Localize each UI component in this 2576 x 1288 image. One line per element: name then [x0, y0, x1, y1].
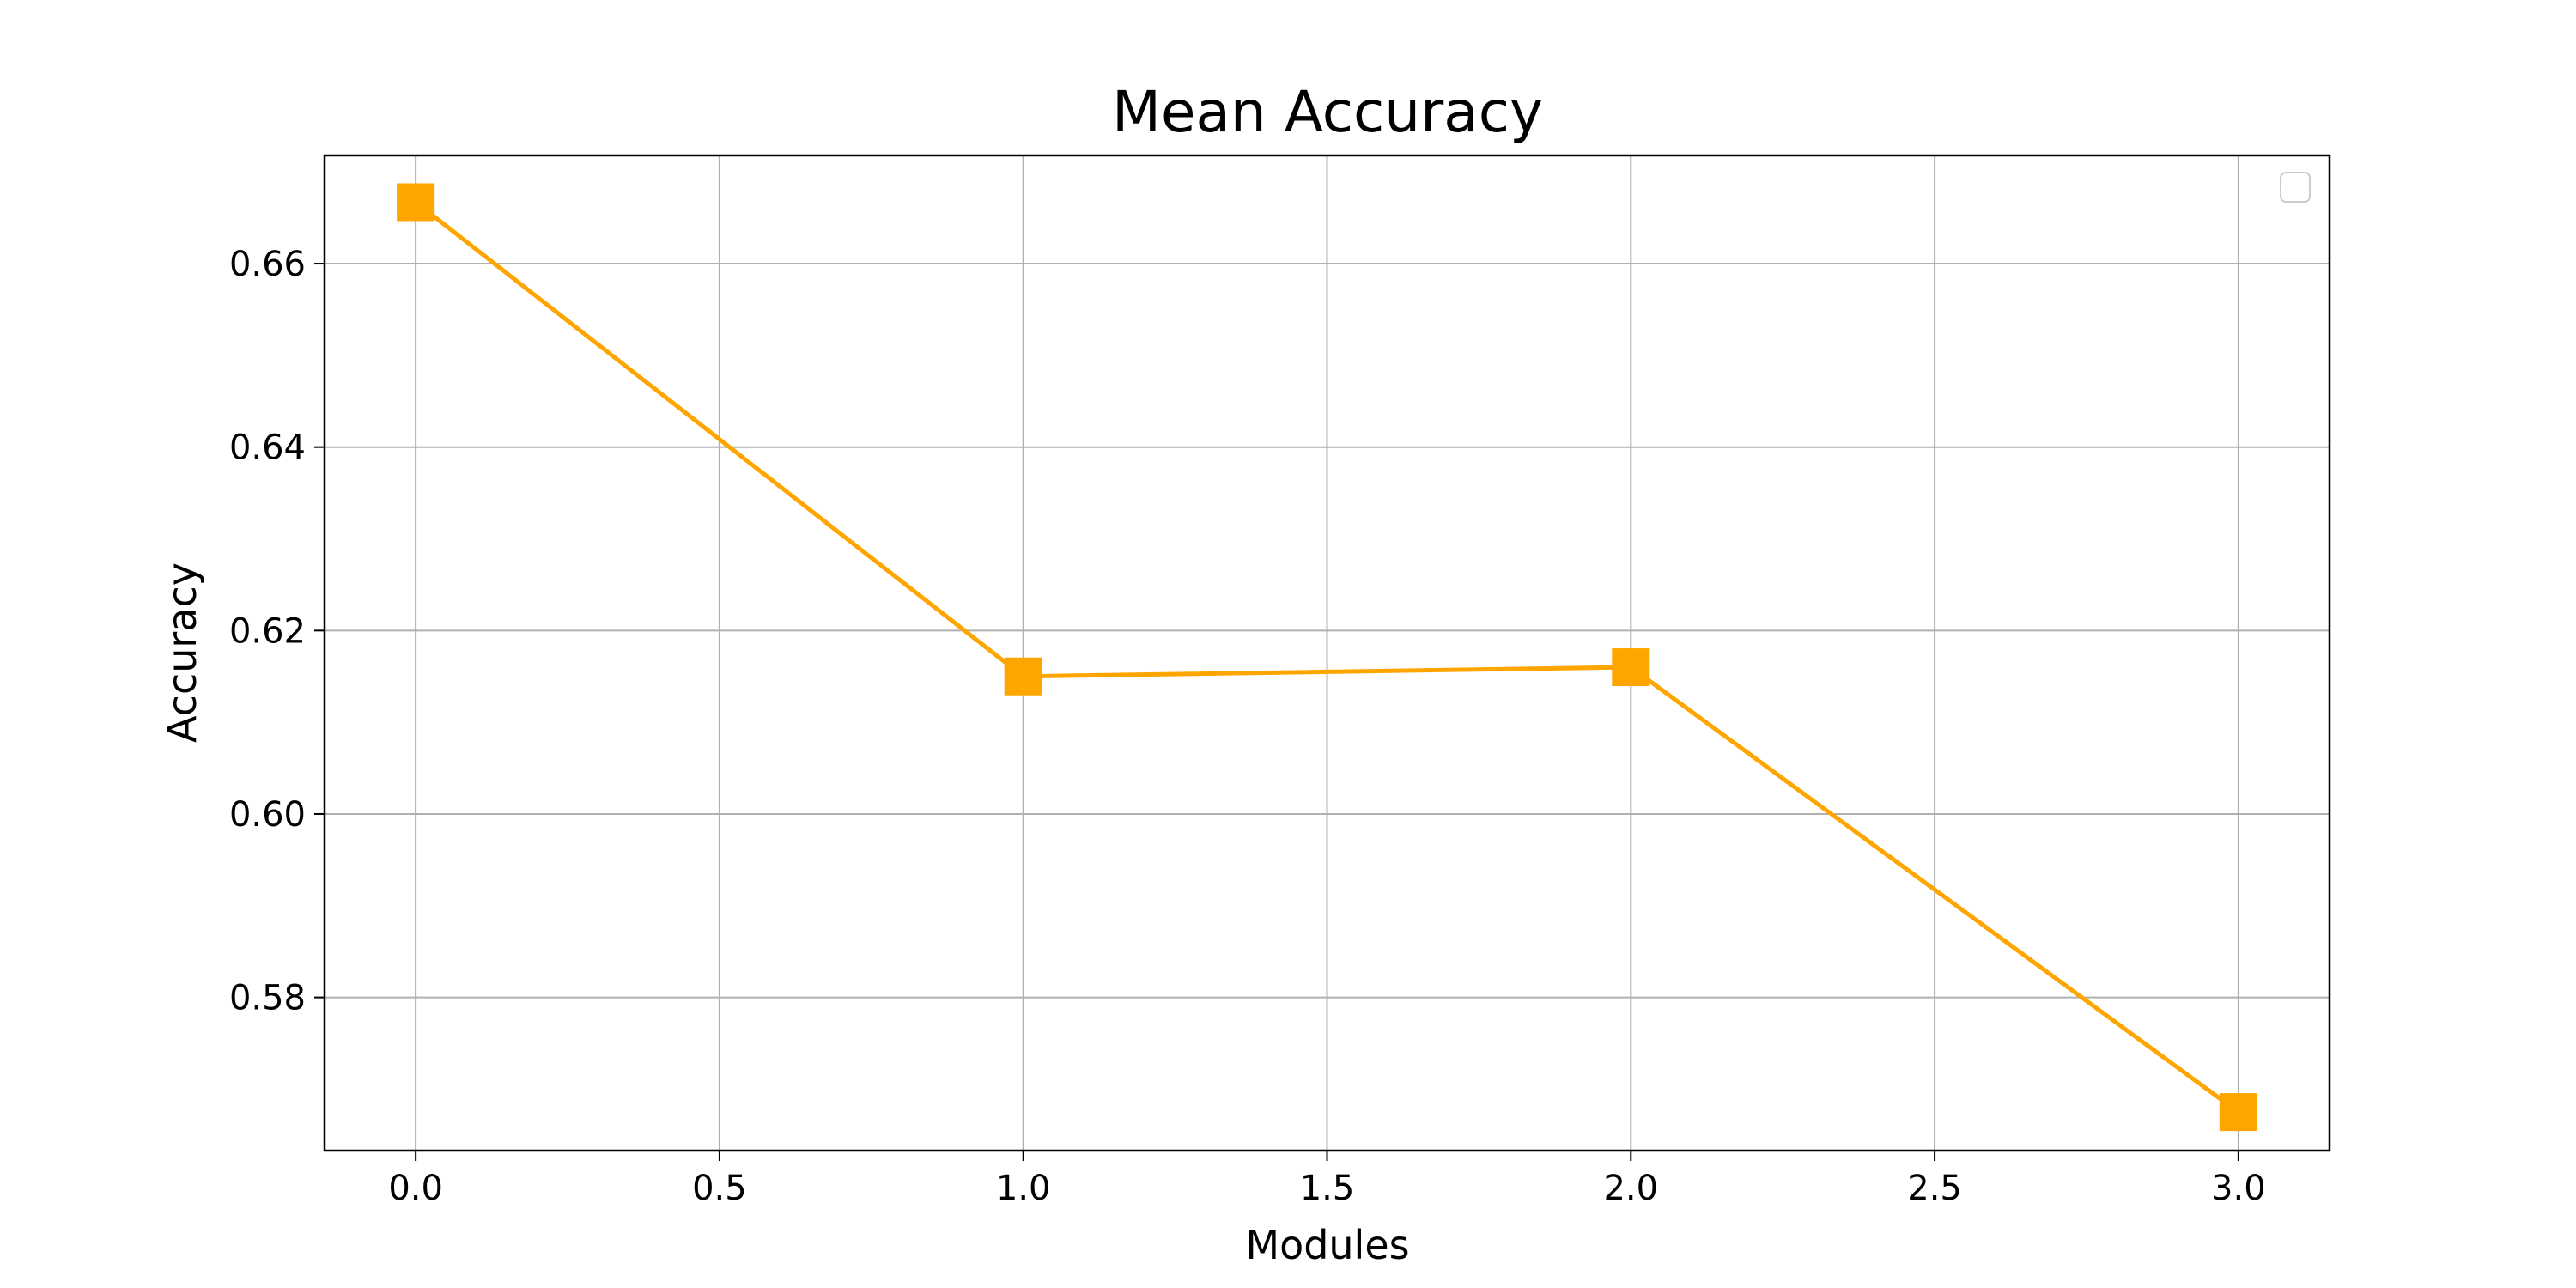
x-tick-label: 1.0	[996, 1169, 1051, 1208]
axis-ticks: 0.0 0.5 1.0 1.5 2.0 2.5 3.0 0.58 0.60 0.62 0.64 0.6…	[229, 245, 2266, 1208]
data-point-marker	[1612, 648, 1650, 687]
series-line	[414, 200, 2240, 1115]
grid	[325, 155, 2330, 1151]
x-tick-label: 1.5	[1300, 1169, 1355, 1208]
data-point-marker	[2219, 1093, 2257, 1132]
y-tick-label: 0.58	[229, 979, 306, 1018]
y-tick-label: 0.60	[229, 795, 306, 835]
x-tick-label: 0.0	[388, 1169, 443, 1208]
y-tick-label: 0.62	[229, 611, 306, 651]
x-tick-label: 2.5	[1907, 1169, 1962, 1208]
y-axis-label: Accuracy	[159, 562, 205, 743]
x-tick-label: 2.0	[1603, 1169, 1658, 1208]
legend-box	[2280, 172, 2311, 203]
chart-title: Mean Accuracy	[1112, 79, 1543, 145]
y-tick-label: 0.66	[229, 245, 306, 284]
x-tick-label: 3.0	[2211, 1169, 2266, 1208]
series-layer	[397, 183, 2257, 1132]
x-axis-label: Modules	[1245, 1222, 1409, 1268]
x-tick-label: 0.5	[692, 1169, 747, 1208]
y-tick-label: 0.64	[229, 428, 306, 468]
data-point-marker	[1004, 657, 1042, 696]
data-point-marker	[397, 183, 435, 222]
